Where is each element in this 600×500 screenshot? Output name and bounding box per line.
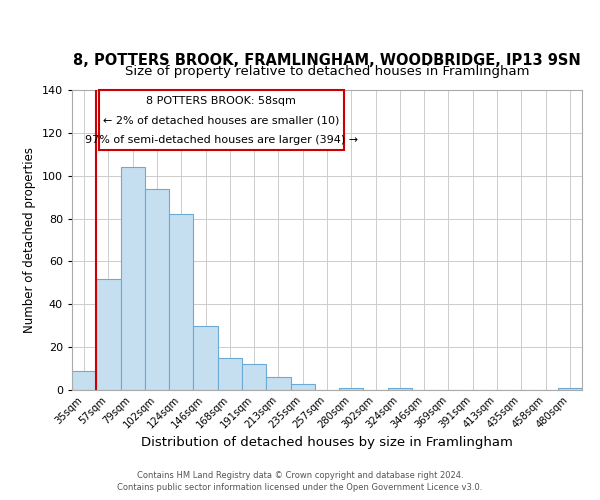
Bar	[218, 358, 242, 390]
Bar	[290, 384, 315, 390]
Bar	[388, 388, 412, 390]
X-axis label: Distribution of detached houses by size in Framlingham: Distribution of detached houses by size …	[141, 436, 513, 449]
Text: 97% of semi-detached houses are larger (394) →: 97% of semi-detached houses are larger (…	[85, 135, 358, 145]
Text: 8 POTTERS BROOK: 58sqm: 8 POTTERS BROOK: 58sqm	[146, 96, 296, 106]
Bar	[169, 214, 193, 390]
Bar	[121, 167, 145, 390]
Text: Contains HM Land Registry data © Crown copyright and database right 2024.
Contai: Contains HM Land Registry data © Crown c…	[118, 471, 482, 492]
Bar	[242, 364, 266, 390]
Bar	[96, 278, 121, 390]
Bar	[72, 370, 96, 390]
Bar	[266, 377, 290, 390]
Bar	[558, 388, 582, 390]
Y-axis label: Number of detached properties: Number of detached properties	[23, 147, 36, 333]
Text: ← 2% of detached houses are smaller (10): ← 2% of detached houses are smaller (10)	[103, 116, 340, 126]
Bar	[339, 388, 364, 390]
FancyBboxPatch shape	[99, 90, 344, 150]
Text: Size of property relative to detached houses in Framlingham: Size of property relative to detached ho…	[125, 65, 529, 78]
Bar	[145, 188, 169, 390]
Bar	[193, 326, 218, 390]
Title: 8, POTTERS BROOK, FRAMLINGHAM, WOODBRIDGE, IP13 9SN: 8, POTTERS BROOK, FRAMLINGHAM, WOODBRIDG…	[73, 53, 581, 68]
